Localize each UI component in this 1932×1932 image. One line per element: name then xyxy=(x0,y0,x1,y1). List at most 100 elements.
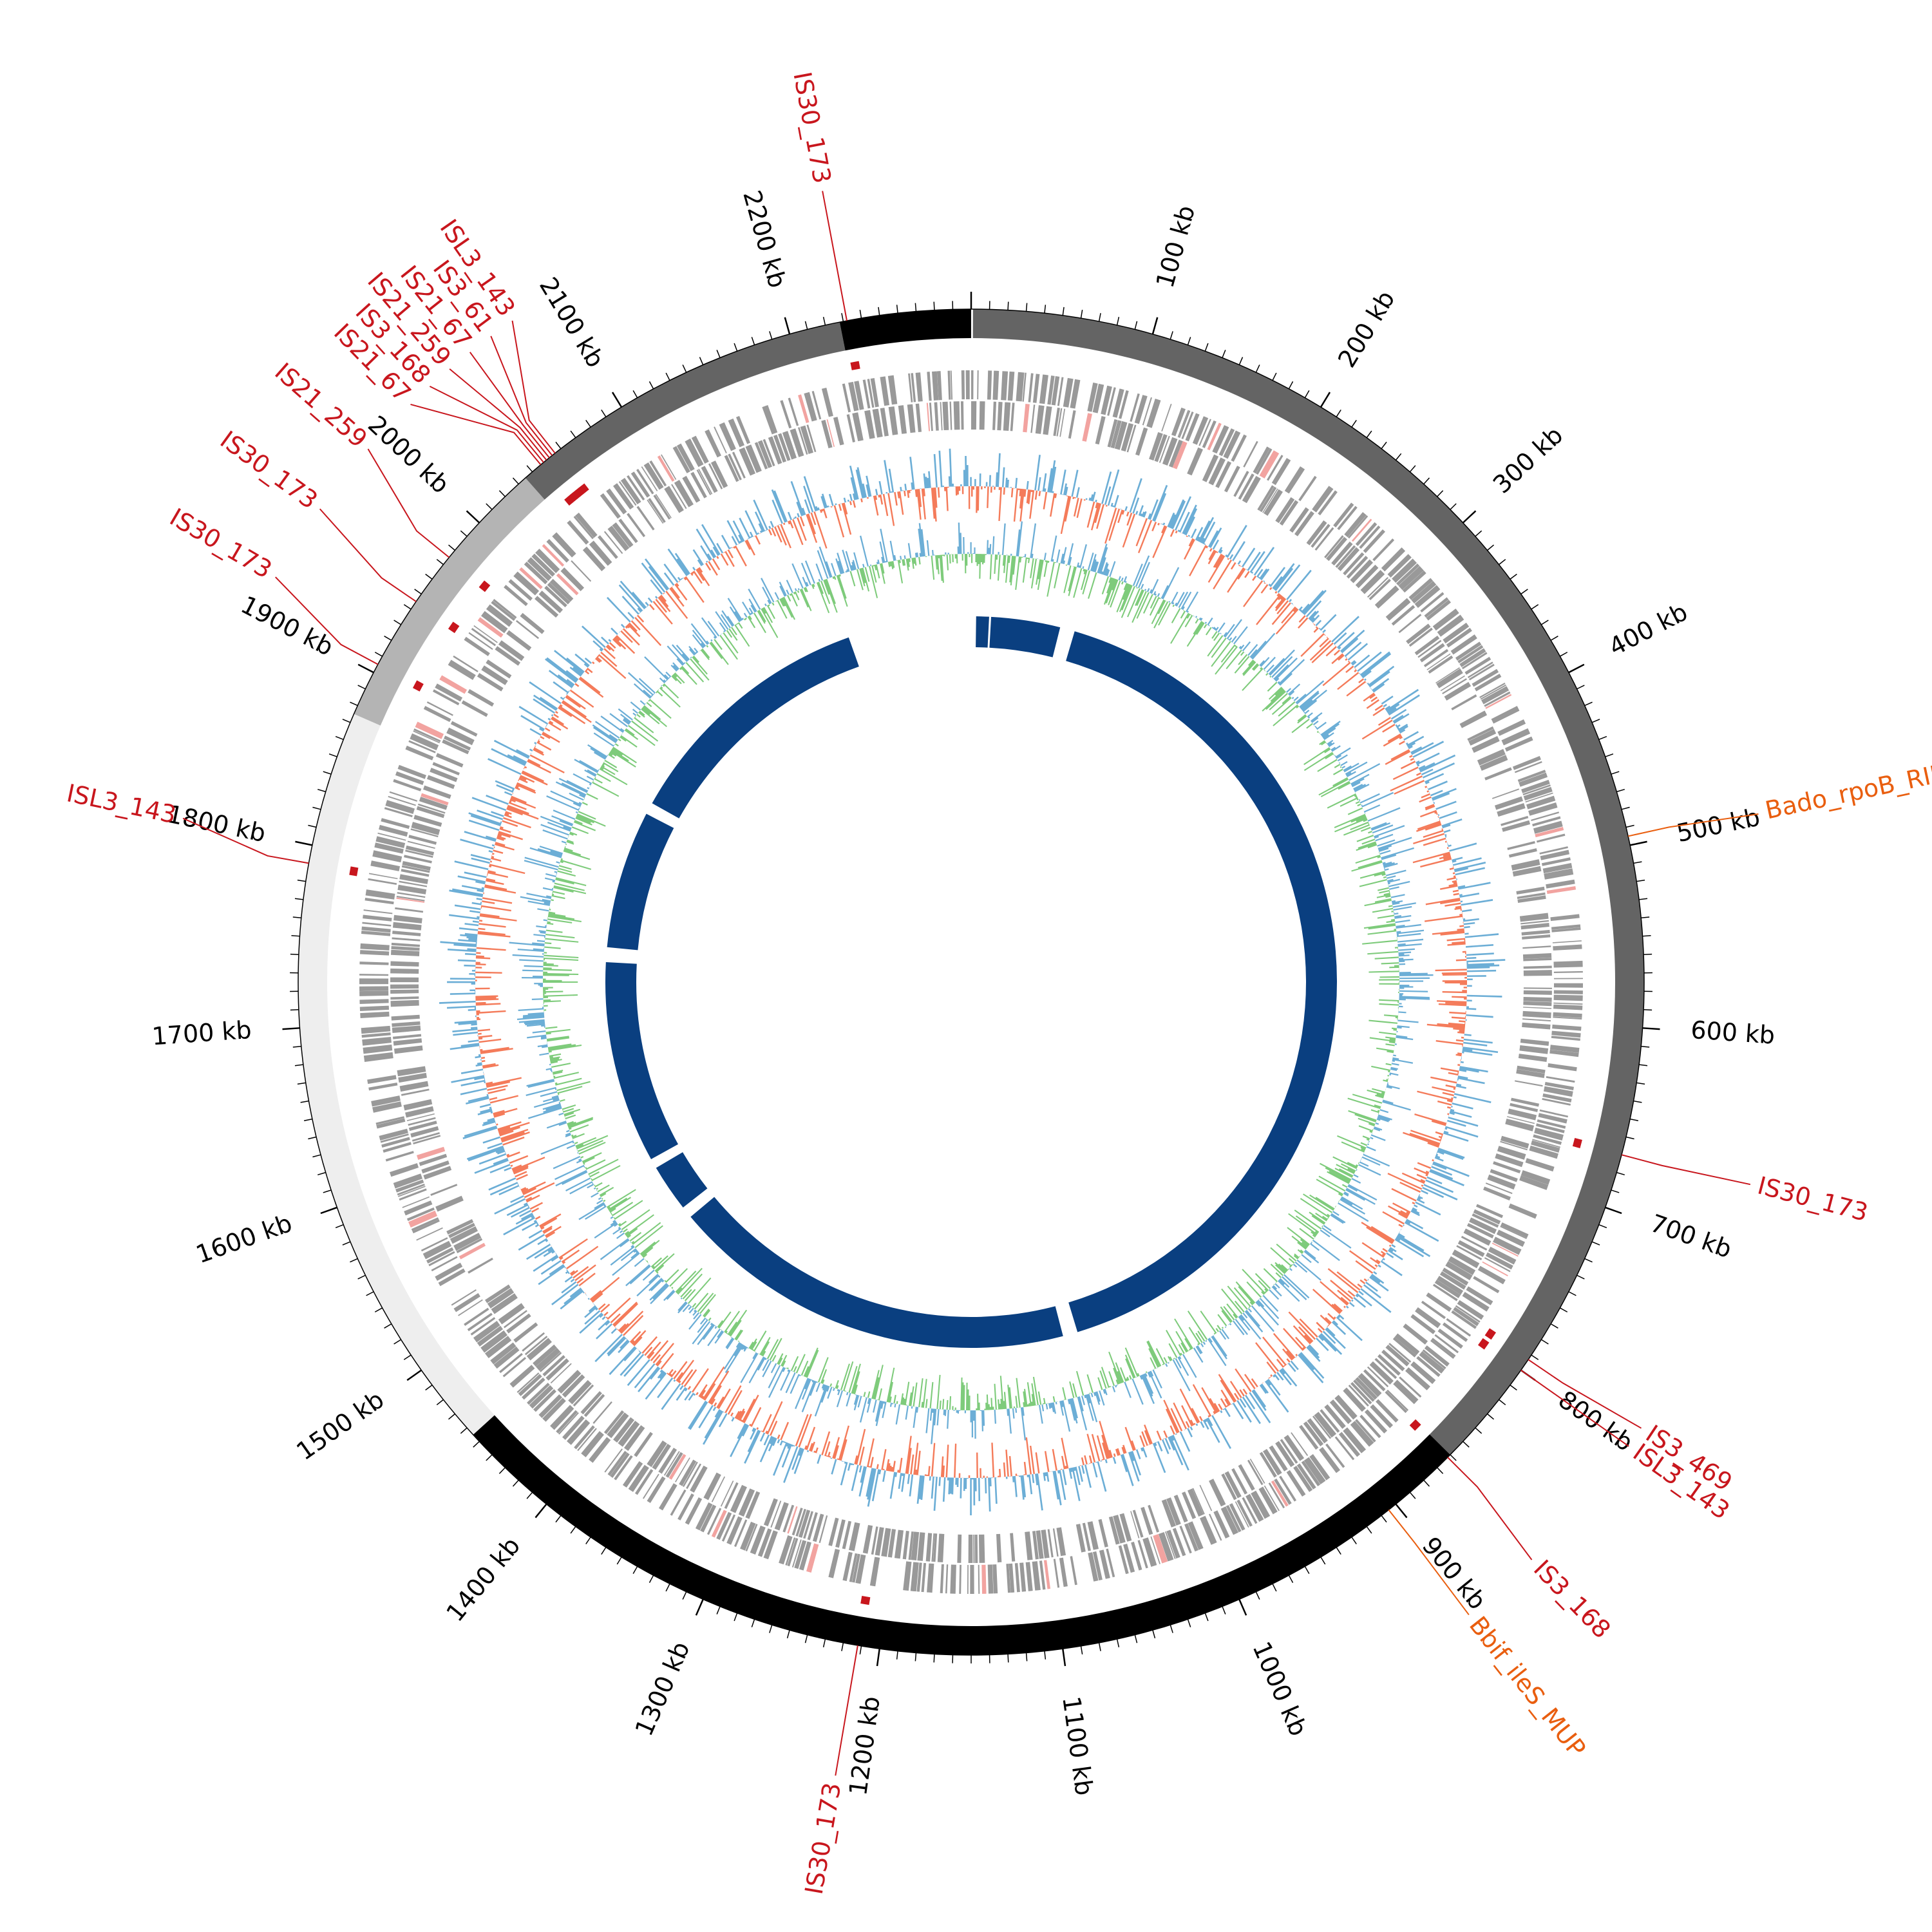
major-tick xyxy=(1062,1649,1066,1667)
cds-block xyxy=(1514,761,1542,773)
cds-block xyxy=(1517,892,1546,900)
cds-block xyxy=(1434,1334,1459,1354)
major-tick xyxy=(1462,510,1477,524)
cds-block xyxy=(1520,1170,1551,1186)
minor-tick xyxy=(1222,1606,1226,1615)
cds-block xyxy=(1410,1361,1436,1385)
cds-block xyxy=(1500,1141,1528,1151)
cds-block xyxy=(1229,1503,1245,1531)
cds-block xyxy=(854,381,864,410)
cds-block xyxy=(1374,585,1399,609)
cds-block xyxy=(791,1508,803,1536)
cds-block xyxy=(1082,1522,1091,1551)
cds-block xyxy=(875,1527,884,1556)
cds-block xyxy=(787,1538,799,1567)
minor-tick xyxy=(878,307,880,316)
cds-block xyxy=(1223,430,1241,459)
cds-block xyxy=(803,1511,813,1539)
cds-block xyxy=(1279,500,1299,526)
cds-block xyxy=(1279,1475,1297,1502)
cds-block xyxy=(1032,1561,1041,1591)
cds-block xyxy=(714,426,727,454)
minor-tick xyxy=(312,1154,321,1158)
cds-block xyxy=(698,468,713,495)
cds-block xyxy=(1459,710,1488,728)
cds-block xyxy=(1233,471,1249,497)
cds-block xyxy=(1442,1322,1468,1342)
cds-block xyxy=(1398,565,1424,591)
cds-block xyxy=(700,1504,717,1533)
cds-block xyxy=(933,1533,938,1562)
cds-block xyxy=(1387,1389,1409,1412)
cds-block xyxy=(728,418,744,448)
cds-block xyxy=(397,764,426,779)
cds-block xyxy=(1446,1318,1472,1337)
cds-block xyxy=(453,1233,482,1251)
cds-block xyxy=(950,370,953,400)
cds-block xyxy=(711,1476,726,1502)
cds-block xyxy=(903,1561,912,1591)
cds-block xyxy=(797,427,808,455)
cds-block xyxy=(417,1146,446,1160)
cds-block xyxy=(942,401,949,431)
minor-tick xyxy=(1409,1492,1416,1499)
minor-tick xyxy=(1629,1118,1639,1121)
cds-block xyxy=(685,1497,703,1525)
cds-block xyxy=(1039,1560,1046,1590)
minor-tick xyxy=(1598,735,1607,740)
cds-block xyxy=(1430,1339,1455,1359)
cds-block xyxy=(393,779,422,791)
cds-block xyxy=(1369,1361,1394,1385)
cds-block xyxy=(1016,372,1025,402)
cds-block xyxy=(550,1405,574,1430)
minor-tick xyxy=(1616,788,1625,793)
minor-tick xyxy=(1381,1515,1387,1523)
cds-block xyxy=(362,922,392,927)
minor-tick xyxy=(1520,589,1528,594)
minor-tick xyxy=(585,1537,591,1545)
minor-tick xyxy=(734,343,738,352)
cds-block xyxy=(430,768,458,782)
cds-block xyxy=(491,1293,518,1314)
cds-block xyxy=(390,961,419,967)
cds-block xyxy=(1053,408,1060,437)
cds-block xyxy=(1202,420,1217,448)
cds-block xyxy=(1422,1349,1446,1370)
cds-block xyxy=(1153,1534,1168,1564)
cds-block xyxy=(1337,506,1358,531)
cds-block xyxy=(1173,1495,1188,1523)
cds-block xyxy=(921,1562,927,1593)
cds-block xyxy=(1385,1344,1410,1367)
cds-block xyxy=(392,922,422,931)
cds-block xyxy=(1331,541,1353,566)
cds-block xyxy=(1209,1479,1226,1507)
cds-block xyxy=(439,675,468,694)
cds-block xyxy=(1461,652,1488,670)
cds-block xyxy=(1082,413,1092,442)
minor-tick xyxy=(366,1291,374,1296)
cds-block xyxy=(1472,735,1500,753)
minor-tick xyxy=(570,430,576,439)
cds-block xyxy=(1508,848,1537,858)
cds-block xyxy=(719,422,736,451)
is-marker xyxy=(860,1596,871,1605)
cds-block xyxy=(945,1564,949,1594)
cds-block xyxy=(1106,1548,1115,1578)
cds-block xyxy=(1028,373,1034,402)
minor-tick xyxy=(512,1479,519,1487)
cds-block xyxy=(381,1137,410,1148)
cds-block xyxy=(560,567,585,592)
cds-block xyxy=(806,424,817,453)
cds-block xyxy=(1552,940,1582,943)
cds-block xyxy=(762,404,778,435)
cds-block xyxy=(658,1483,677,1511)
cds-block xyxy=(691,435,709,464)
cds-block xyxy=(416,1227,443,1241)
cds-block xyxy=(562,1374,585,1398)
minor-tick xyxy=(751,1619,755,1627)
cds-block xyxy=(470,1317,496,1336)
cds-block xyxy=(1088,1552,1099,1582)
minor-tick xyxy=(1605,753,1614,757)
major-tick xyxy=(1238,1598,1247,1616)
cds-block xyxy=(1522,952,1552,960)
